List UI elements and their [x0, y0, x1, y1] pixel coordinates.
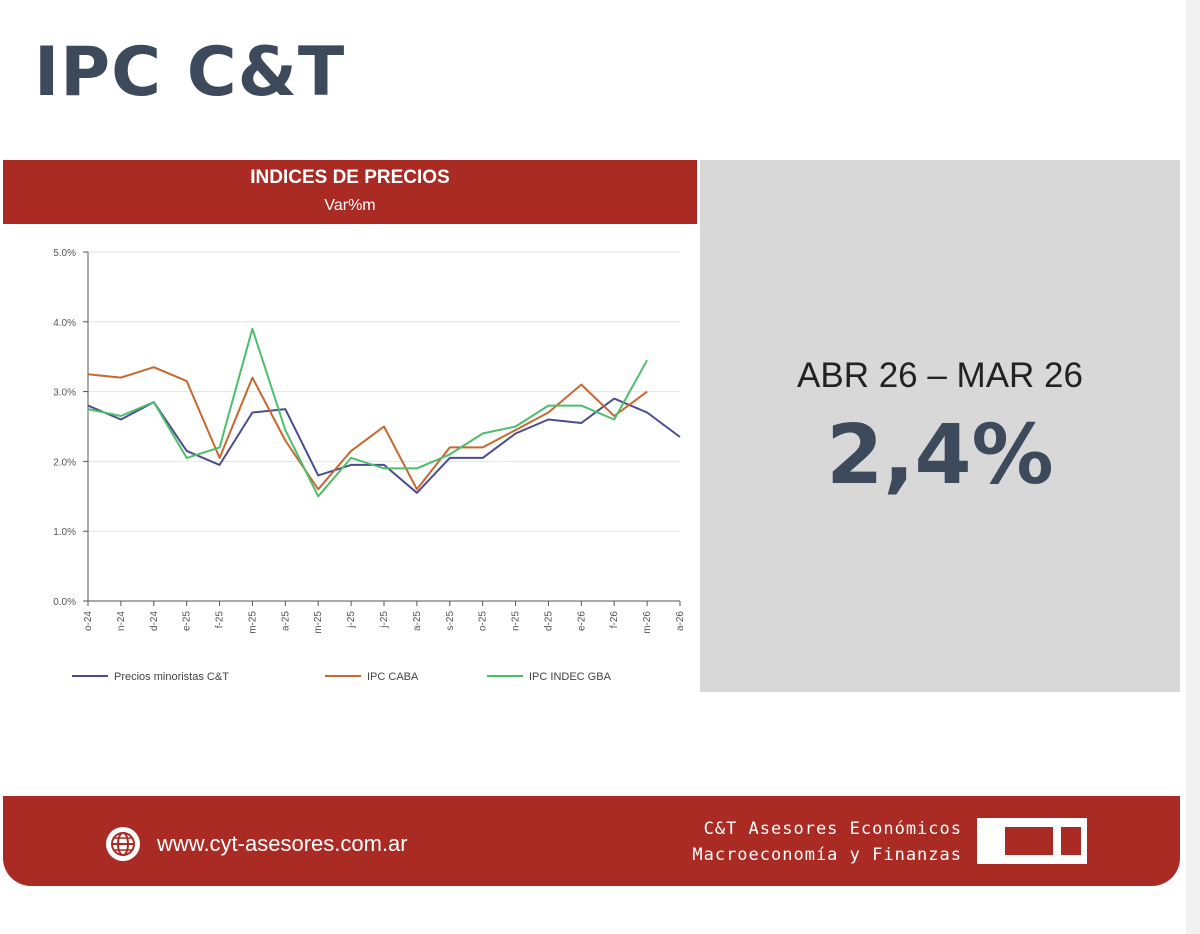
stat-panel: ABR 26 – MAR 26 2,4% [700, 160, 1180, 692]
legend-label: IPC INDEC GBA [529, 671, 612, 683]
x-tick-label: e-26 [576, 611, 587, 631]
x-tick-label: o-25 [478, 611, 489, 631]
company-name: C&T Asesores Económicos [703, 819, 962, 839]
stat-value: 2,4% [826, 408, 1054, 503]
x-tick-label: d-25 [543, 611, 554, 631]
x-tick-label: a-25 [280, 611, 291, 631]
legend-label: Precios minoristas C&T [114, 671, 229, 683]
x-tick-label: d-24 [149, 611, 160, 631]
x-tick-label: a-26 [675, 611, 686, 631]
y-tick-label: 0.0% [53, 597, 76, 608]
y-tick-label: 3.0% [53, 388, 76, 399]
y-tick-label: 1.0% [53, 527, 76, 538]
series-line-0 [87, 397, 681, 494]
y-axis: 0.0% 1.0% 2.0% 3.0% 4.0% 5.0% [53, 248, 89, 608]
chart-title: INDICES DE PRECIOS [250, 167, 450, 188]
x-tick-label: s-25 [445, 611, 456, 631]
x-tick-label: n-25 [511, 611, 522, 631]
x-tick-label: e-25 [182, 611, 193, 631]
x-tick-label: m-25 [247, 611, 258, 634]
company-block: C&T Asesores Económicos Macroeconomía y … [692, 816, 962, 868]
x-tick-label: f-25 [215, 611, 226, 629]
x-axis: o-24 n-24 d-24 e-25 f-25 m-25 a-25 m-25 j-25 j-25… [83, 600, 686, 634]
x-tick-label: j-25 [346, 611, 357, 629]
x-tick-label: n-24 [116, 611, 127, 631]
x-tick-label: j-25 [379, 611, 390, 629]
globe-icon [106, 827, 140, 861]
legend-label: IPC CABA [367, 671, 419, 683]
chart-series [87, 327, 681, 498]
x-tick-label: f-26 [609, 611, 620, 629]
page-edge [1186, 0, 1200, 934]
stat-period: ABR 26 – MAR 26 [797, 356, 1083, 395]
company-tagline: Macroeconomía y Finanzas [692, 845, 962, 865]
line-chart: 0.0% 1.0% 2.0% 3.0% 4.0% 5.0% o-24 n-24 d-24 e-2… [53, 248, 686, 683]
chart-header: INDICES DE PRECIOS Var%m [3, 160, 697, 224]
page-title: IPC C&T [34, 33, 346, 112]
chart-legend: Precios minoristas C&T IPC CABA IPC INDEC … [72, 671, 612, 683]
y-tick-label: 2.0% [53, 457, 76, 468]
series-line-1 [87, 366, 648, 491]
x-tick-label: m-25 [313, 611, 324, 634]
x-tick-label: m-26 [642, 611, 653, 634]
chart-gridlines [88, 251, 680, 532]
chart-subtitle: Var%m [324, 197, 376, 214]
website-link[interactable]: www.cyt-asesores.com.ar [157, 831, 408, 856]
y-tick-label: 5.0% [53, 248, 76, 259]
footer-bar: www.cyt-asesores.com.ar C&T Asesores Eco… [3, 796, 1180, 886]
series-line-2 [87, 327, 648, 498]
company-logo [977, 818, 1087, 864]
x-tick-label: o-24 [83, 611, 94, 631]
y-tick-label: 4.0% [53, 318, 76, 329]
x-tick-label: a-25 [412, 611, 423, 631]
